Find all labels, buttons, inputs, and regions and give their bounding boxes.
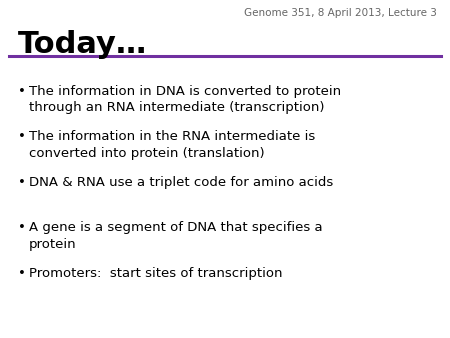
Text: Promoters:  start sites of transcription: Promoters: start sites of transcription [29,267,283,280]
Text: •: • [18,267,26,280]
Text: •: • [18,221,26,234]
Text: Today…: Today… [18,30,147,59]
Text: Genome 351, 8 April 2013, Lecture 3: Genome 351, 8 April 2013, Lecture 3 [243,8,436,19]
Text: The information in the RNA intermediate is
converted into protein (translation): The information in the RNA intermediate … [29,130,315,160]
Text: The information in DNA is converted to protein
through an RNA intermediate (tran: The information in DNA is converted to p… [29,84,342,115]
Text: DNA & RNA use a triplet code for amino acids: DNA & RNA use a triplet code for amino a… [29,176,333,189]
Text: A gene is a segment of DNA that specifies a
protein: A gene is a segment of DNA that specifie… [29,221,323,251]
Text: •: • [18,130,26,143]
Text: •: • [18,84,26,97]
Text: •: • [18,176,26,189]
